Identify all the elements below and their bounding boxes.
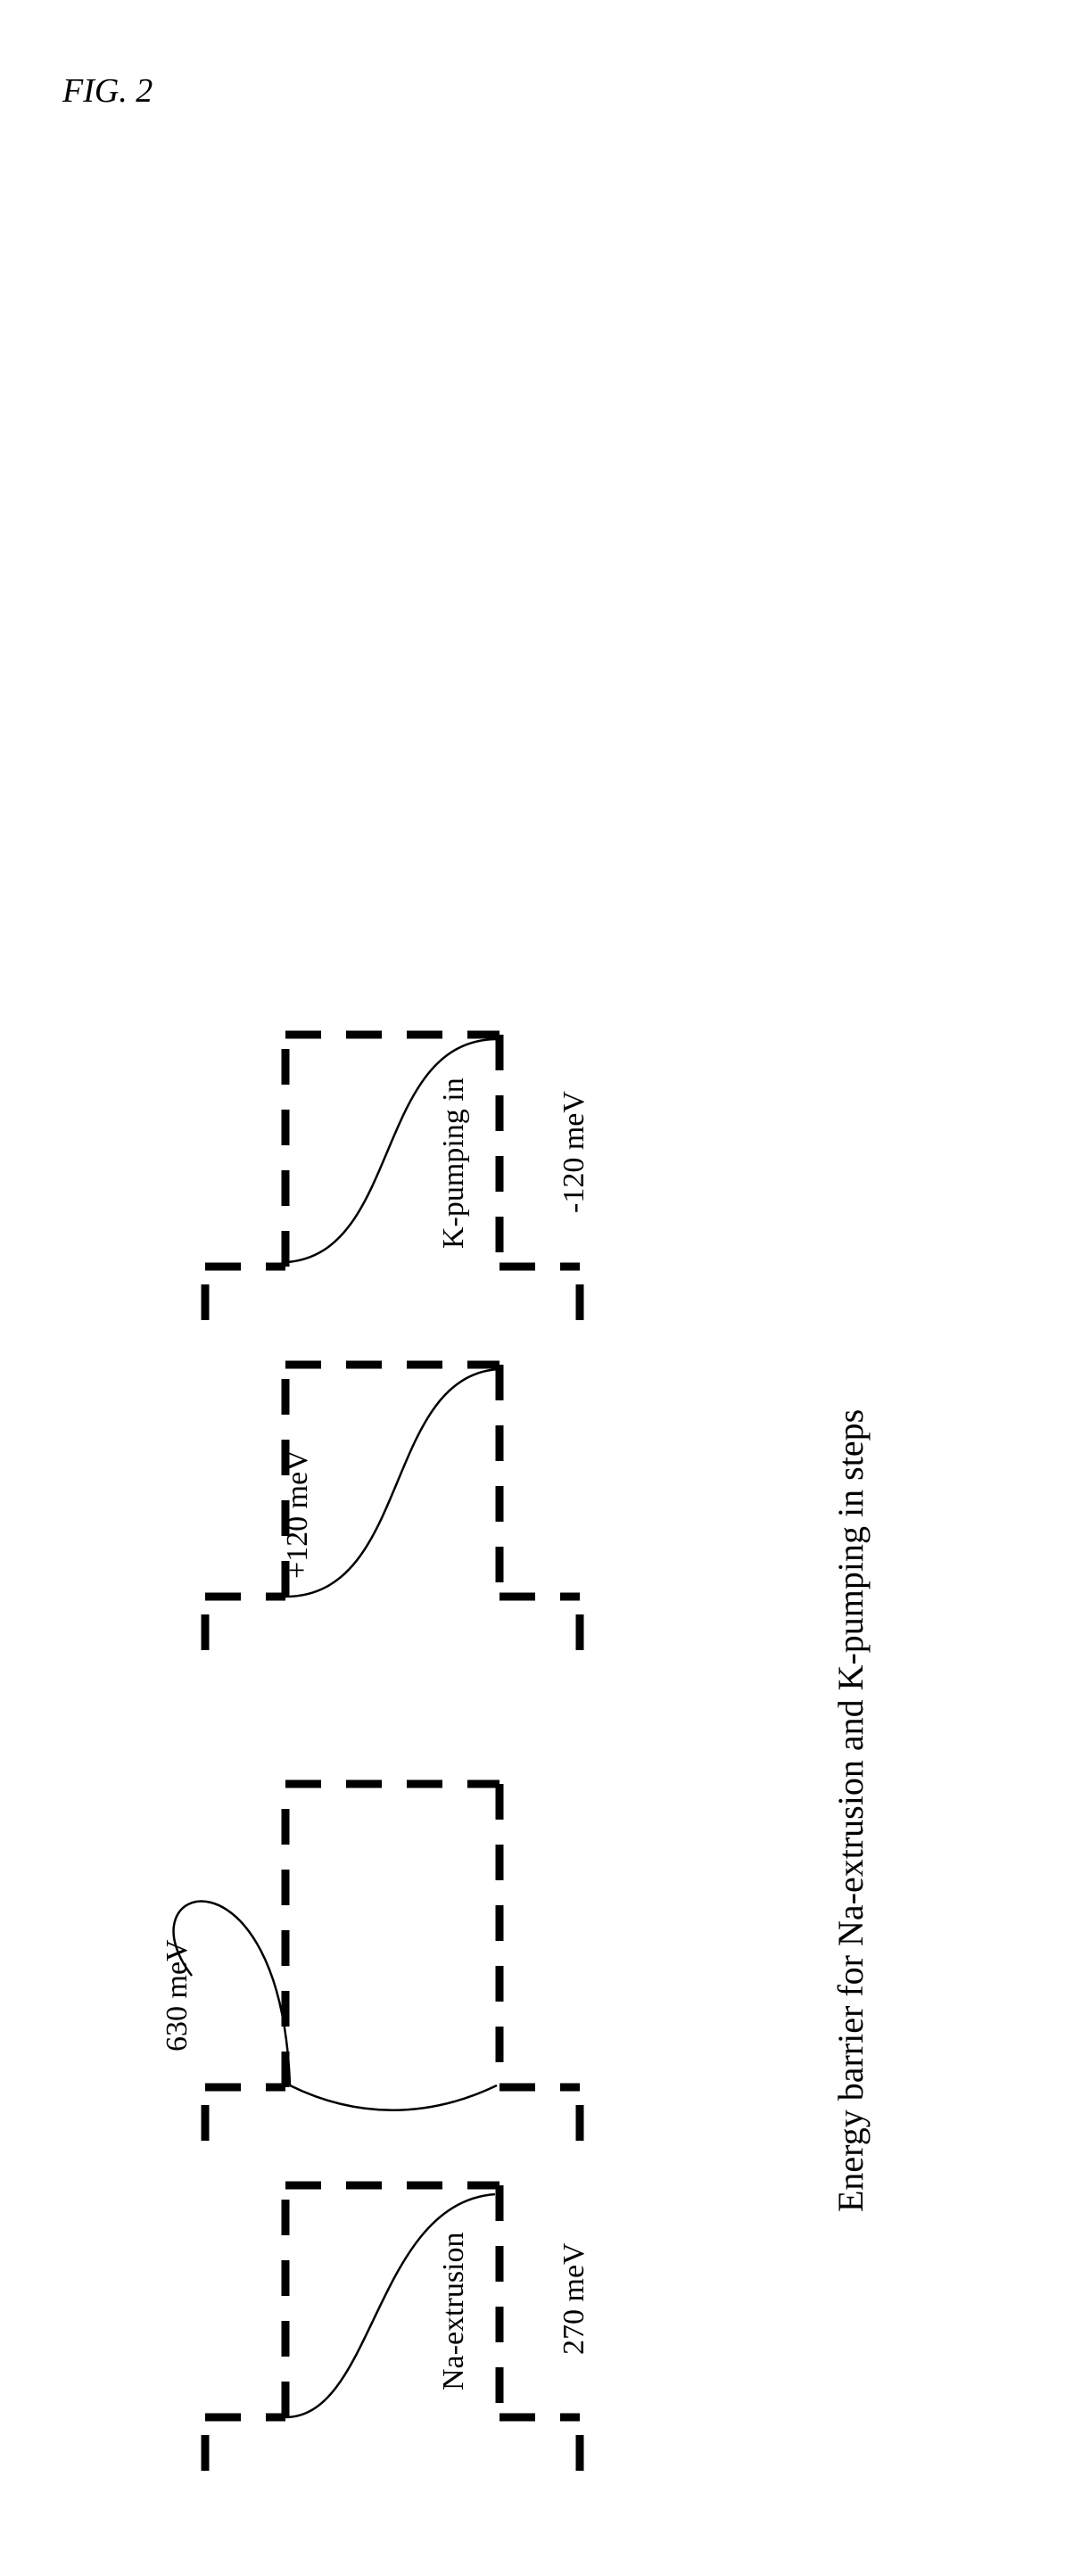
na-barrier-curve-main xyxy=(165,1918,499,2101)
na-barrier-base xyxy=(290,2085,497,2110)
na-barrier-final xyxy=(175,1905,497,2114)
k-well-a-dashed xyxy=(205,1365,580,1650)
k-well-b-dashed xyxy=(205,1035,580,1320)
na-energy-low-label: 270 meV xyxy=(557,2242,591,2355)
k-energy-pos-label: +120 meV xyxy=(281,1449,315,1579)
figure-caption: Energy barrier for Na-extrusion and K-pu… xyxy=(830,1409,871,2212)
na-energy-high-label: 630 meV xyxy=(161,1939,194,2052)
na-barrier-draw xyxy=(176,1891,497,2107)
na-hump xyxy=(165,1908,497,2104)
k-pumping-label: K-pumping in xyxy=(437,1077,471,1249)
k-energy-neg-label: -120 meV xyxy=(557,1091,591,1213)
na-well-dashed xyxy=(205,2185,580,2471)
na-barrier-visible xyxy=(162,1919,497,2108)
na-barrier-dashed xyxy=(205,1784,580,2141)
na-extrusion-label: Na-extrusion xyxy=(437,2232,471,2390)
na-barrier-curve xyxy=(176,1929,495,2110)
na-barrier-hump xyxy=(167,1901,497,2102)
k-well-a-curve xyxy=(285,1369,498,1597)
energy-diagram xyxy=(0,0,1065,2576)
